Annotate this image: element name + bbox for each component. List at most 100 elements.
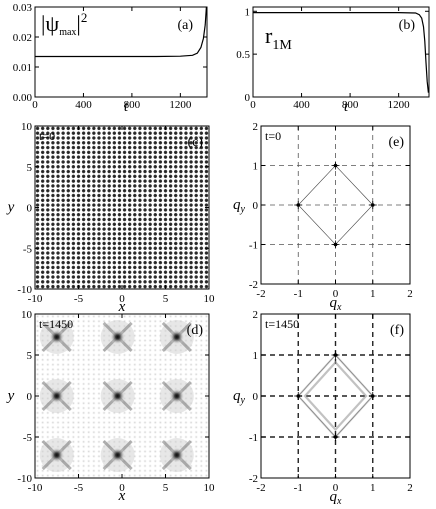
lattice-peak — [35, 193, 40, 198]
y-tick-label: 1 — [245, 6, 251, 18]
background-lattice — [96, 357, 102, 362]
lattice-peak — [76, 265, 81, 270]
background-lattice — [35, 430, 40, 435]
background-lattice — [142, 454, 148, 459]
lattice-peak — [147, 284, 153, 289]
lattice-peak — [183, 226, 189, 232]
lattice-peak — [55, 164, 61, 169]
background-lattice — [158, 367, 163, 372]
lattice-peak — [91, 159, 97, 165]
background-lattice — [153, 362, 158, 367]
lattice-peak — [188, 126, 194, 131]
background-lattice — [194, 314, 199, 319]
background-lattice — [81, 386, 86, 391]
background-lattice — [71, 439, 76, 444]
background-lattice — [117, 420, 122, 425]
background-lattice — [142, 352, 148, 358]
lattice-peak — [76, 250, 81, 256]
lattice-peak — [163, 145, 168, 150]
lattice-peak — [168, 202, 173, 208]
lattice-peak — [137, 241, 143, 246]
lattice-peak — [183, 255, 189, 260]
x-tick-label: 800 — [124, 99, 141, 111]
background-lattice — [194, 372, 199, 377]
lattice-peak — [127, 198, 132, 203]
lattice-peak — [101, 231, 107, 237]
lattice-peak — [142, 265, 148, 270]
background-lattice — [142, 463, 148, 468]
lattice-peak — [117, 183, 122, 189]
background-lattice — [35, 362, 40, 367]
lattice-peak — [127, 202, 132, 208]
lattice-peak — [71, 150, 76, 155]
lattice-peak — [188, 145, 194, 150]
lattice-peak — [55, 270, 61, 275]
y-tick-label: -2 — [249, 473, 258, 485]
background-lattice — [183, 415, 189, 420]
lattice-peak — [204, 212, 209, 217]
background-lattice — [137, 381, 142, 386]
background-lattice — [142, 319, 148, 324]
x-tick-label: -10 — [28, 293, 43, 305]
lattice-peak — [86, 188, 91, 193]
background-lattice — [194, 401, 199, 406]
lattice-peak — [112, 174, 117, 179]
lattice-peak — [147, 131, 153, 136]
lattice-peak — [55, 155, 61, 160]
background-lattice — [45, 372, 50, 377]
lattice-peak — [194, 145, 199, 150]
lattice-peak — [76, 131, 81, 136]
panel-label: (f) — [390, 323, 404, 338]
background-lattice — [96, 391, 102, 396]
background-lattice — [142, 372, 148, 377]
lattice-peak — [55, 260, 61, 265]
lattice-peak — [76, 135, 81, 141]
background-lattice — [148, 362, 153, 367]
lattice-peak — [107, 212, 112, 217]
background-lattice — [96, 454, 102, 459]
lattice-peak — [101, 265, 107, 270]
background-lattice — [153, 357, 158, 362]
lattice-peak — [163, 183, 168, 189]
background-lattice — [199, 434, 204, 440]
lattice-peak — [50, 169, 56, 174]
lattice-peak — [66, 250, 71, 256]
localized-peak — [48, 328, 65, 345]
background-lattice — [204, 319, 209, 324]
lattice-peak — [199, 126, 204, 131]
background-lattice — [102, 420, 107, 425]
lattice-peak — [183, 164, 189, 169]
lattice-peak — [137, 255, 143, 260]
background-lattice — [81, 314, 86, 319]
lattice-peak — [199, 207, 204, 213]
background-lattice — [137, 333, 142, 338]
lattice-peak — [199, 140, 204, 145]
background-lattice — [66, 420, 71, 425]
lattice-peak — [178, 246, 184, 251]
lattice-peak — [35, 131, 40, 136]
background-lattice — [122, 415, 127, 420]
lattice-peak — [168, 150, 173, 155]
background-lattice — [96, 396, 102, 401]
lattice-peak — [66, 164, 71, 169]
background-lattice — [158, 314, 163, 319]
background-lattice — [76, 449, 81, 454]
lattice-peak — [71, 284, 76, 289]
lattice-peak — [163, 260, 168, 265]
background-lattice — [178, 352, 183, 358]
lattice-peak — [101, 226, 107, 232]
background-lattice — [55, 473, 61, 478]
background-lattice — [86, 386, 91, 391]
lattice-peak — [45, 241, 50, 246]
lattice-peak — [199, 265, 204, 270]
background-lattice — [66, 377, 71, 382]
lattice-peak — [107, 236, 112, 241]
lattice-peak — [55, 188, 61, 193]
lattice-peak — [122, 207, 127, 213]
lattice-peak — [168, 260, 173, 265]
background-lattice — [122, 362, 127, 367]
background-lattice — [102, 434, 107, 440]
y-axis-label: qy — [233, 197, 246, 215]
lattice-peak — [168, 250, 173, 256]
background-lattice — [61, 425, 66, 430]
